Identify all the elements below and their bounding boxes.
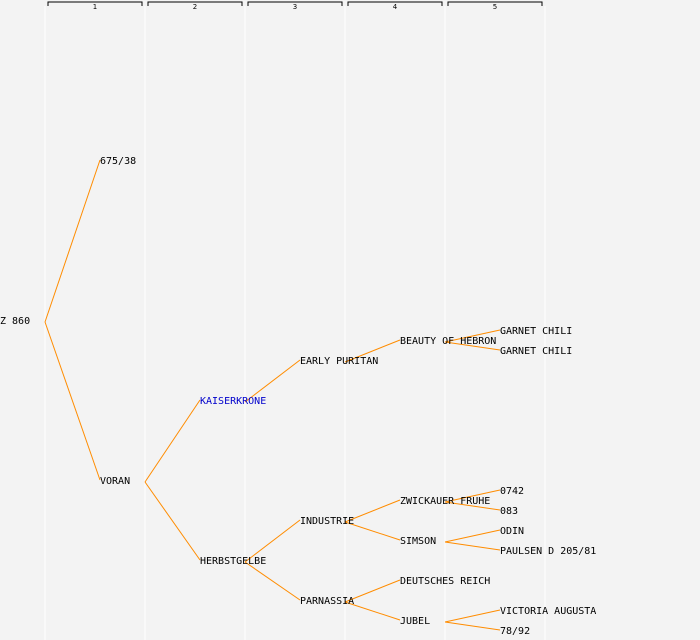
edge-herbstgelbe-industrie [244, 519, 301, 563]
node-early: EARLY PURITAN [300, 356, 379, 367]
node-voran: VORAN [100, 476, 131, 487]
edge-z860-n675 [44, 159, 101, 323]
node-industrie: INDUSTRIE [300, 516, 355, 527]
edge-voran-herbstgelbe [144, 481, 201, 561]
node-n083: 083 [500, 506, 519, 517]
edge-jubel-victoria [444, 609, 501, 623]
edge-jubel-n7892 [444, 621, 501, 631]
node-kaiserkrone[interactable]: KAISERKRONE [200, 396, 267, 407]
node-victoria: VICTORIA AUGUSTA [500, 606, 597, 617]
edge-herbstgelbe-parnassia [244, 561, 301, 601]
generation-number-4: 4 [392, 3, 398, 11]
node-garnet2: GARNET CHILI [500, 346, 573, 357]
edge-industrie-simson [344, 521, 401, 541]
edge-zwickauer-n083 [444, 501, 501, 511]
edge-simson-paulsen [444, 541, 501, 551]
edge-parnassia-jubel [344, 601, 401, 621]
node-deutsches: DEUTSCHES REICH [400, 576, 491, 587]
generation-number-5: 5 [492, 3, 498, 11]
generation-number-2: 2 [192, 3, 198, 11]
generation-bracket-5 [447, 1, 543, 6]
node-n675: 675/38 [100, 156, 137, 167]
generation-number-3: 3 [292, 3, 298, 11]
generation-bracket-4 [347, 1, 443, 6]
edge-kaiserkrone-early [244, 359, 301, 403]
edge-voran-kaiserkrone [144, 399, 201, 483]
node-n7892: 78/92 [500, 626, 531, 637]
edge-industrie-zwickauer [344, 499, 401, 523]
node-beauty: BEAUTY OF HEBRON [400, 336, 497, 347]
node-zwickauer: ZWICKAUER FRUHE [400, 496, 491, 507]
generation-number-1: 1 [92, 3, 98, 11]
node-n0742: 0742 [500, 486, 525, 497]
node-herbstgelbe: HERBSTGELBE [200, 556, 267, 567]
node-simson: SIMSON [400, 536, 437, 547]
node-paulsen: PAULSEN D 205/81 [500, 546, 597, 557]
node-garnet1: GARNET CHILI [500, 326, 573, 337]
node-odin: ODIN [500, 526, 525, 537]
edge-early-beauty [344, 339, 401, 363]
generation-bracket-2 [147, 1, 243, 6]
edge-zwickauer-n0742 [444, 489, 501, 503]
edge-parnassia-deutsches [344, 579, 401, 603]
edge-beauty-garnet2 [444, 341, 501, 351]
edge-z860-voran [44, 321, 101, 481]
node-z860: Z 860 [0, 316, 31, 327]
node-jubel: JUBEL [400, 616, 431, 627]
edge-simson-odin [444, 529, 501, 543]
generation-bracket-1 [47, 1, 143, 6]
generation-bracket-3 [247, 1, 343, 6]
edge-beauty-garnet1 [444, 329, 501, 343]
node-parnassia: PARNASSIA [300, 596, 355, 607]
